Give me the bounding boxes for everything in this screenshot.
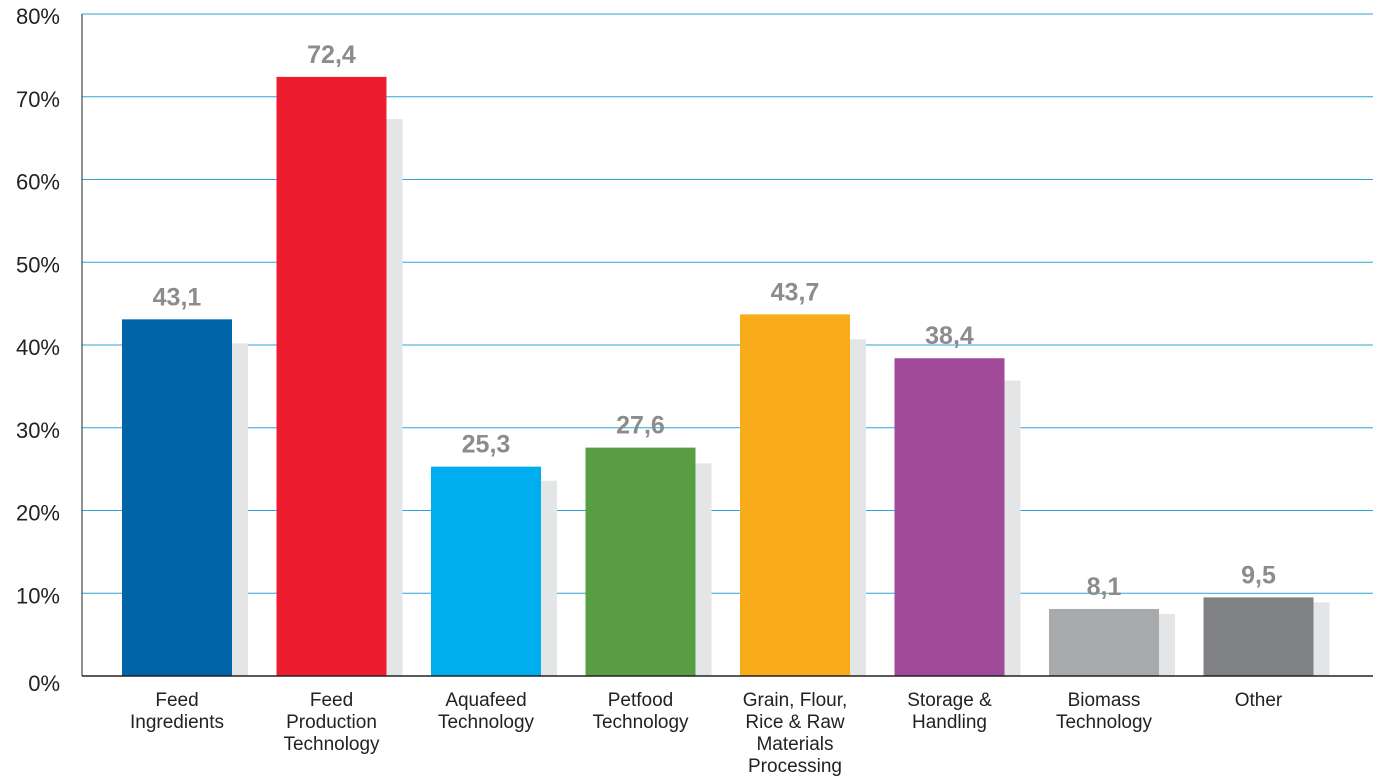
bars [122,76,1314,676]
x-tick-label: Feed Production Technology [283,690,380,755]
x-tick-label: Petfood Technology [592,690,689,733]
x-tick-label-line: Technology [283,734,380,755]
x-tick-label-line: Handling [912,712,987,733]
y-tick-label: 30% [16,418,60,443]
x-tick-label: Storage & Handling [907,690,992,733]
bar [276,76,387,676]
bar [1203,597,1314,676]
x-tick-label-line: Production [286,712,377,733]
y-tick-label: 0% [28,671,60,696]
x-tick-label-line: Feed [310,690,353,711]
bar [431,466,541,676]
y-tick-label: 20% [16,501,60,526]
value-labels: 43,1 72,4 25,3 27,6 43,7 38,4 8,1 9,5 [153,41,1276,601]
data-label: 72,4 [307,41,356,69]
bar [740,314,850,676]
data-label: 43,7 [771,278,820,306]
x-tick-label-line: Technology [1056,712,1153,733]
data-label: 25,3 [462,431,511,459]
x-tick-label-line: Technology [438,712,535,733]
bar-shadow [386,119,403,676]
x-tick-label-line: Grain, Flour, [743,690,848,711]
bar-shadow [541,480,557,676]
x-tick-label-line: Other [1235,690,1283,711]
data-label: 8,1 [1087,573,1122,601]
x-tick-label-line: Processing [748,756,842,777]
x-tick-label-line: Aquafeed [445,690,526,711]
bar-shadow [1004,380,1021,676]
x-tick-label: Feed Ingredients [130,690,224,733]
y-tick-label: 80% [16,4,60,29]
x-tick-label-line: Materials [756,734,833,755]
x-tick-label-line: Rice & Raw [745,712,845,733]
bar [1049,608,1159,676]
bar [122,319,232,676]
x-tick-label-line: Petfood [608,690,674,711]
x-tick-label-line: Storage & [907,690,992,711]
y-tick-label: 50% [16,252,60,277]
y-tick-label: 10% [16,583,60,608]
x-tick-label: Other [1235,690,1283,711]
bar-shadow [850,339,866,676]
y-tick-label: 60% [16,170,60,195]
y-tick-label: 40% [16,335,60,360]
y-tick-labels: 0% 10% 20% 30% 40% 50% 60% 70% 80% [16,4,60,696]
bar-shadow [1159,613,1175,676]
data-label: 27,6 [616,412,665,440]
data-label: 43,1 [153,283,202,311]
x-tick-label-line: Technology [592,712,689,733]
x-tick-label-line: Ingredients [130,712,224,733]
axes [81,14,1373,677]
bar [585,447,696,676]
x-tick-label: Grain, Flour, Rice & Raw Materials Processi… [743,690,848,777]
data-label: 38,4 [925,322,974,350]
y-tick-label: 70% [16,87,60,112]
bar [894,358,1005,676]
x-tick-label-line: Feed [155,690,198,711]
bar-shadow [1313,602,1330,676]
bar-shadows [232,119,1330,676]
bar-shadow [695,463,712,676]
data-label: 9,5 [1241,561,1276,589]
x-tick-label: Biomass Technology [1056,690,1153,733]
bar-shadow [232,343,248,676]
x-tick-label-line: Biomass [1068,690,1141,711]
x-tick-label: Aquafeed Technology [438,690,535,733]
grid-lines [82,13,1373,594]
